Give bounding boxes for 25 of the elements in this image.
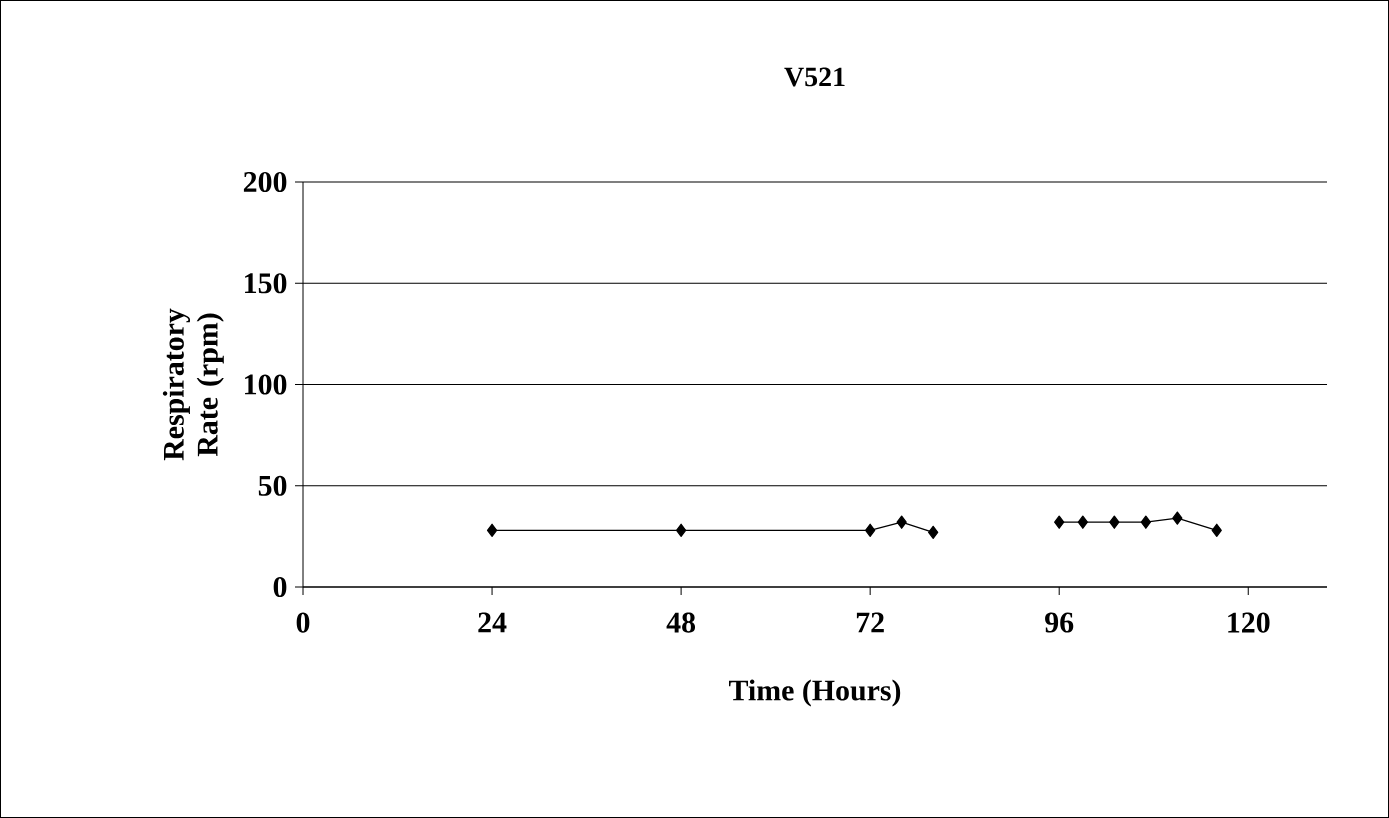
- y-tick-label: 0: [273, 576, 287, 598]
- point: [928, 525, 939, 539]
- point: [1140, 515, 1151, 529]
- point: [1211, 523, 1222, 537]
- x-axis-title: Time (Hours): [729, 679, 901, 707]
- chart-title: V521: [784, 67, 845, 87]
- point: [865, 523, 876, 537]
- x-tick-label: 120: [1228, 612, 1270, 633]
- x-tick-label: 24: [478, 612, 507, 633]
- y-tick-label: 200: [243, 171, 287, 193]
- point: [1054, 515, 1065, 529]
- x-tick-label: 0: [296, 612, 310, 633]
- point: [486, 523, 498, 537]
- point: [675, 523, 687, 537]
- point: [1077, 515, 1088, 529]
- y-axis-title: Respiratory Rate (rpm): [162, 308, 224, 461]
- x-tick-label: 96: [1045, 612, 1074, 633]
- y-tick-label: 50: [258, 475, 287, 496]
- point: [1109, 515, 1120, 529]
- point: [896, 515, 907, 529]
- x-tick-label: 72: [856, 612, 884, 633]
- x-tick-label: 48: [666, 612, 696, 633]
- point: [1172, 511, 1183, 525]
- y-tick-label: 150: [245, 273, 287, 294]
- y-tick-label: 100: [245, 374, 287, 395]
